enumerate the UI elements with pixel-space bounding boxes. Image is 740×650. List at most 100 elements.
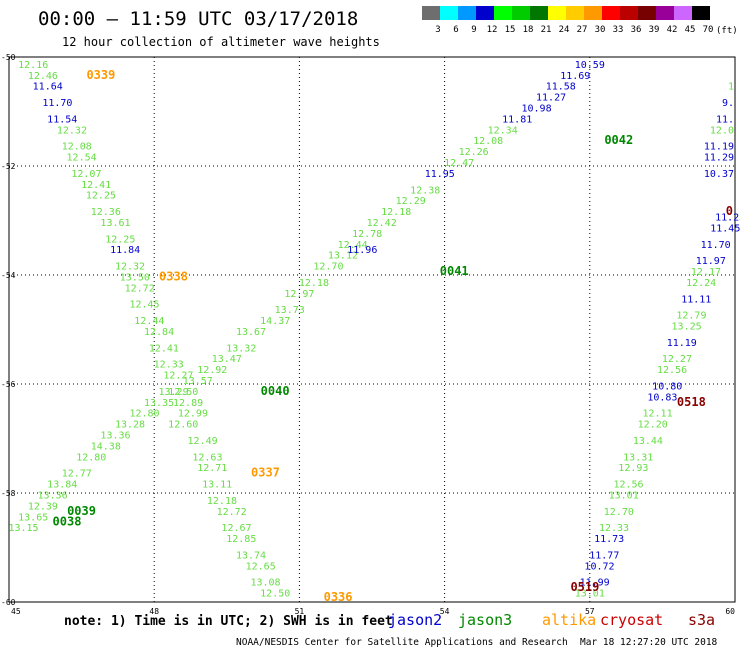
legend-label-7: 24 [559, 25, 570, 35]
swh-point: 11.25 [715, 213, 740, 224]
swh-point: 13.01 [575, 589, 605, 600]
legend-label-13: 42 [667, 25, 678, 35]
swh-point: 12.46 [28, 71, 58, 82]
plot-frame [8, 56, 736, 603]
edge-point: 11.29 [704, 153, 734, 164]
legend-swatch-9 [584, 6, 602, 20]
x-tick-1: 48 [149, 607, 159, 616]
swh-point: 12.78 [352, 229, 382, 240]
legend-label-0: 3 [435, 25, 440, 35]
swh-point: 13.35 [144, 398, 174, 409]
swh-point: 12.27 [163, 371, 193, 382]
pass-time-label: 0040 [261, 384, 290, 398]
x-tick-4: 57 [585, 607, 595, 616]
swh-point: 13.84 [47, 480, 77, 491]
legend-label-2: 9 [471, 25, 476, 35]
pass-time-label: 0039 [67, 504, 96, 518]
legend-label-1: 6 [453, 25, 458, 35]
edge-point: 9. [722, 98, 734, 109]
swh-point: 11.69 [560, 71, 590, 82]
pass-time-label: 0038 [53, 515, 82, 529]
chart-subtitle: 12 hour collection of altimeter wave hei… [62, 35, 380, 49]
swh-point: 10.59 [575, 60, 605, 71]
swh-point: 12.49 [188, 436, 218, 447]
legend-label-14: 45 [685, 25, 696, 35]
swh-point: 10.98 [522, 104, 552, 115]
legend-swatch-1 [440, 6, 458, 20]
swh-point: 12.85 [226, 534, 256, 545]
swh-point: 12.41 [149, 343, 179, 354]
legend-swatch-12 [638, 6, 656, 20]
swh-point: 12.27 [662, 354, 692, 365]
swh-point: 12.38 [410, 185, 440, 196]
legend-swatch-8 [566, 6, 584, 20]
swh-point: 12.45 [129, 300, 159, 311]
swh-point: 12.08 [473, 136, 503, 147]
swh-point: 12.63 [192, 452, 222, 463]
swh-point: 12.97 [284, 289, 314, 300]
chart-title: 00:00 – 11:59 UTC 03/17/2018 [38, 8, 358, 30]
swh-point: 12.72 [217, 507, 247, 518]
legend-swatch-6 [530, 6, 548, 20]
swh-point: 11.54 [47, 114, 77, 125]
swh-point: 11.84 [110, 245, 140, 256]
swh-point: 12.36 [91, 207, 121, 218]
swh-point: 11.70 [42, 98, 72, 109]
swh-point: 12.26 [459, 147, 489, 158]
swh-point: 12.67 [221, 523, 251, 534]
pass-time-label: 0337 [251, 466, 280, 480]
legend-swatch-13 [656, 6, 674, 20]
pass-time-label: 0336 [324, 590, 353, 604]
legend-swatch-2 [458, 6, 476, 20]
swh-point: 12.56 [657, 365, 687, 376]
swh-point: 12.93 [618, 463, 648, 474]
swh-point: 12.72 [125, 283, 155, 294]
swh-point: 12.54 [67, 153, 97, 164]
swh-point: 12.25 [105, 234, 135, 245]
x-tick-labels: 45 48 51 54 57 60 [11, 607, 735, 616]
swh-point: 12.32 [57, 125, 87, 136]
legend-label-11: 36 [631, 25, 642, 35]
satellite-s3a: s3a [688, 611, 715, 629]
swh-point: 11.19 [667, 338, 697, 349]
swh-point: 12.47 [444, 158, 474, 169]
swh-point: 12.60 [168, 420, 198, 431]
swh-point: 11.11 [681, 294, 711, 305]
legend-label-8: 27 [577, 25, 588, 35]
swh-point: 12.07 [71, 169, 101, 180]
y-tick-0: -50 [1, 53, 16, 62]
swh-point: 12.20 [638, 420, 668, 431]
swh-point: 13.47 [212, 354, 242, 365]
legend-swatch-10 [602, 6, 620, 20]
swh-point: 12.33 [154, 360, 184, 371]
swh-point: 12.33 [599, 523, 629, 534]
swh-point: 13.28 [115, 420, 145, 431]
swh-point: 12.34 [488, 125, 518, 136]
swh-point: 11.95 [425, 169, 455, 180]
swh-point: 12.42 [367, 218, 397, 229]
legend-swatch-14 [674, 6, 692, 20]
swh-point: 12.41 [81, 180, 111, 191]
y-tick-1: -52 [1, 162, 16, 171]
swh-point: 12.08 [62, 142, 92, 153]
swh-point: 13.01 [609, 490, 639, 501]
legend-swatch-7 [548, 6, 566, 20]
swh-point: 12.44 [134, 316, 164, 327]
swh-point: 11.96 [347, 245, 377, 256]
legend-unit: (ft) [716, 26, 738, 36]
swh-point: 11.97 [696, 256, 726, 267]
swh-point: 13.65 [18, 512, 48, 523]
swh-points: 12.1612.4611.6411.7011.5412.3212.0812.54… [8, 60, 740, 600]
swh-point: 12.50 [260, 589, 290, 600]
swh-point: 12.71 [197, 463, 227, 474]
edge-point: 11.19 [704, 142, 734, 153]
legend-label-6: 21 [541, 25, 552, 35]
legend-label-9: 30 [595, 25, 606, 35]
edge-point: 12.0 [710, 125, 734, 136]
satellite-jason2: jason2 [388, 611, 442, 629]
edge-point: 1 [728, 82, 734, 93]
legend-label-15: 70 [703, 25, 714, 35]
swh-point: 13.15 [8, 523, 38, 534]
